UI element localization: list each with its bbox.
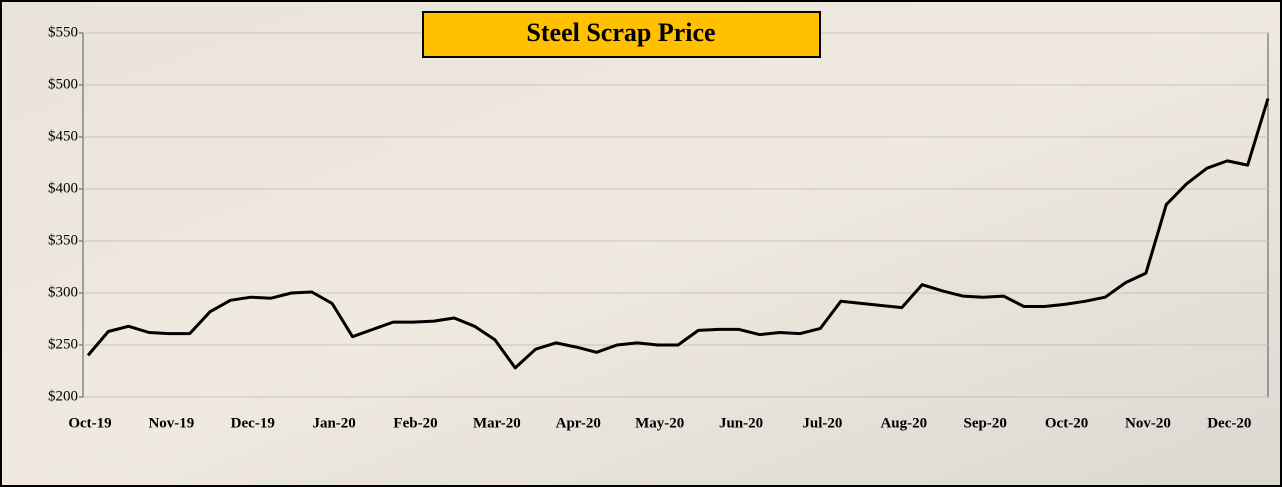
- x-tick-label: Mar-20: [473, 415, 521, 431]
- y-tick-label: $450: [48, 128, 78, 144]
- chart-background: [1, 1, 1281, 486]
- x-tick-label: Jul-20: [802, 415, 842, 431]
- y-tick-label: $250: [48, 336, 78, 352]
- x-tick-label: Nov-19: [148, 415, 194, 431]
- x-tick-label: Nov-20: [1125, 415, 1171, 431]
- y-tick-label: $400: [48, 180, 78, 196]
- y-tick-label: $500: [48, 76, 78, 92]
- y-tick-label: $300: [48, 284, 78, 300]
- x-tick-label: Oct-20: [1045, 415, 1088, 431]
- x-tick-label: Sep-20: [964, 415, 1007, 431]
- y-tick-label: $350: [48, 232, 78, 248]
- chart-title: Steel Scrap Price: [526, 18, 715, 47]
- x-tick-label: May-20: [635, 415, 684, 431]
- x-tick-label: Aug-20: [880, 415, 927, 431]
- x-tick-label: Dec-19: [231, 415, 275, 431]
- y-tick-label: $200: [48, 388, 78, 404]
- x-tick-label: Apr-20: [556, 415, 601, 431]
- x-tick-label: Jun-20: [719, 415, 763, 431]
- x-tick-label: Oct-19: [68, 415, 111, 431]
- y-tick-label: $550: [48, 24, 78, 40]
- chart: $200 $250 $300 $350 $400 $450 $500 $550 Oct-19 No…: [0, 0, 1282, 487]
- x-tick-label: Feb-20: [393, 415, 437, 431]
- x-tick-label: Dec-20: [1207, 415, 1251, 431]
- x-tick-label: Jan-20: [312, 415, 355, 431]
